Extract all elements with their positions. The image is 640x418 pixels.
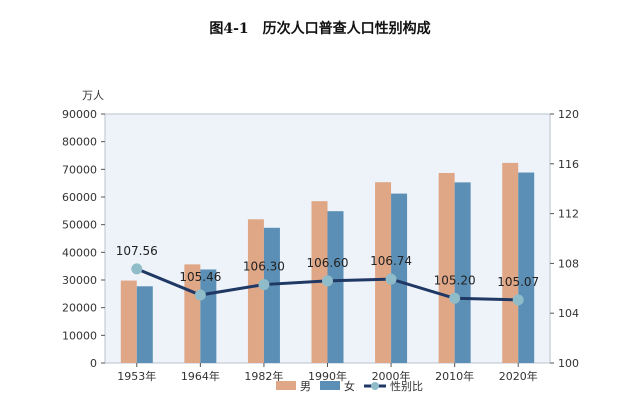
x-tick-label: 2000年 [372, 369, 411, 383]
x-tick-label: 2020年 [499, 369, 538, 383]
left-axis-unit: 万人 [82, 89, 104, 102]
right-tick-label: 104 [558, 307, 579, 320]
right-tick-label: 116 [558, 158, 579, 171]
chart-title: 图4-1 历次人口普查人口性别构成 [209, 20, 430, 37]
right-tick-label: 108 [558, 257, 579, 270]
legend-swatch [276, 381, 296, 390]
left-tick-label: 90000 [62, 108, 97, 121]
sex-ratio-data-label: 105.20 [434, 273, 476, 287]
sex-ratio-data-label: 105.07 [497, 275, 539, 289]
sex-ratio-point [194, 289, 206, 301]
right-tick-label: 112 [558, 208, 579, 221]
bar-female [518, 172, 535, 363]
legend-label: 男 [300, 380, 311, 393]
bar-male [120, 280, 137, 363]
left-tick-label: 20000 [62, 302, 97, 315]
left-tick-label: 60000 [62, 191, 97, 204]
left-tick-label: 40000 [62, 246, 97, 259]
sex-ratio-point [449, 292, 461, 304]
legend-label: 女 [344, 379, 355, 393]
x-tick-label: 1990年 [308, 369, 347, 383]
x-tick-label: 1953年 [117, 369, 156, 383]
sex-ratio-data-label: 106.30 [243, 260, 285, 274]
right-tick-label: 100 [558, 357, 579, 370]
bar-female [263, 227, 280, 363]
sex-ratio-data-label: 105.46 [179, 270, 221, 284]
bar-female [136, 286, 153, 363]
x-tick-label: 1982年 [244, 369, 283, 383]
left-tick-label: 70000 [62, 163, 97, 176]
legend-swatch [320, 381, 340, 390]
x-tick-label: 1964年 [181, 369, 220, 383]
sex-ratio-data-label: 106.74 [370, 254, 412, 268]
bar-male [502, 162, 519, 363]
bar-female [327, 211, 344, 363]
sex-ratio-point [258, 279, 270, 291]
legend-label: 性别比 [390, 379, 423, 393]
left-tick-label: 80000 [62, 136, 97, 149]
right-axis-ticks: 100 104 108 112 116 120 [550, 108, 579, 370]
sex-ratio-point [131, 263, 143, 275]
sex-ratio-point [322, 275, 333, 287]
bar-male [247, 219, 264, 363]
left-tick-label: 10000 [62, 329, 97, 342]
legend-marker-swatch [371, 382, 379, 390]
sex-ratio-point [512, 294, 524, 306]
bar-male [375, 182, 392, 363]
x-axis-labels: 1953年 1964年 1982年 1990年 2000年 2010年 2020年 [117, 363, 538, 383]
left-tick-label: 0 [90, 357, 97, 370]
bar-female [391, 193, 408, 363]
x-tick-label: 2010年 [435, 369, 474, 383]
sex-ratio-data-label: 106.60 [307, 256, 349, 270]
left-tick-label: 30000 [62, 274, 97, 287]
sex-ratio-line-layer: 107.56 105.46 106.30 106.60 106.74 105.20 105.… [116, 244, 539, 306]
bar-female [454, 182, 471, 363]
left-tick-label: 50000 [62, 219, 97, 232]
left-axis-ticks: 0 10000 20000 30000 40000 50000 60000 70000 8000… [62, 108, 105, 370]
legend: 男 女 性别比 [276, 379, 423, 393]
right-tick-label: 120 [558, 108, 579, 121]
sex-ratio-point [385, 273, 397, 285]
bar-male [438, 172, 455, 363]
sex-ratio-data-label: 107.56 [116, 244, 158, 258]
